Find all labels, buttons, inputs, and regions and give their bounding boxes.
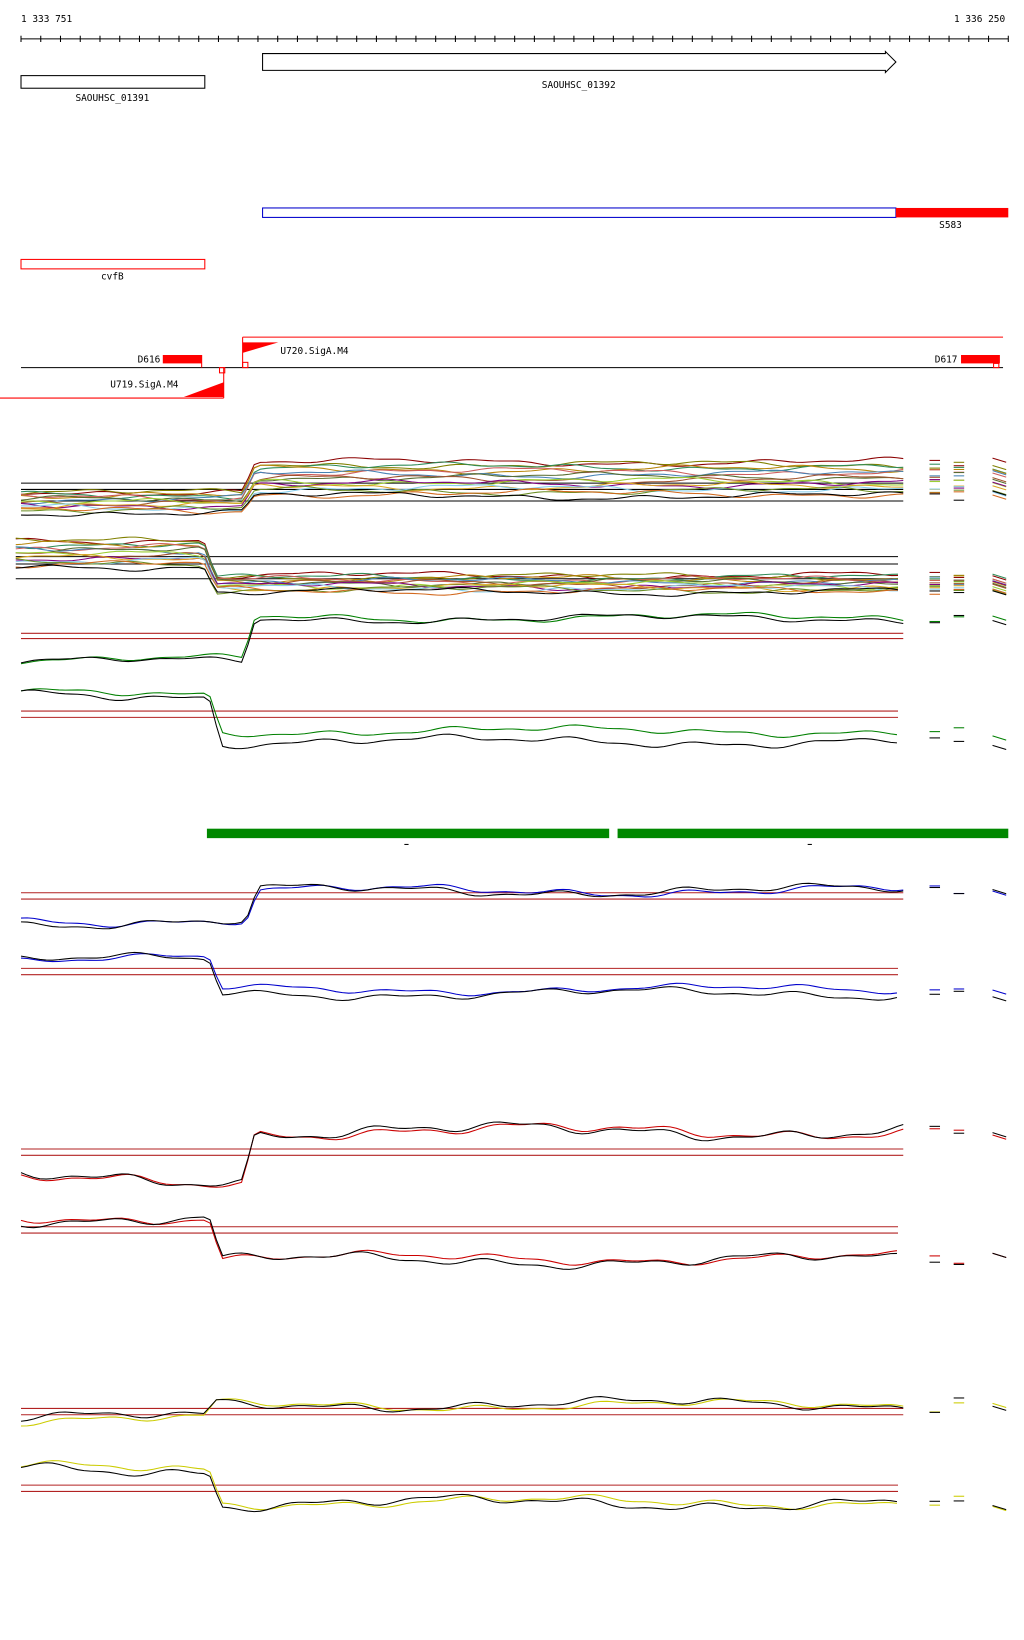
trace-fragment — [992, 1402, 1007, 1409]
expression-trace — [20, 471, 904, 503]
trace-fragment — [992, 586, 1007, 592]
trace-fragment — [992, 583, 1007, 589]
trace-fragment — [992, 1505, 1007, 1512]
expression-trace — [20, 460, 904, 496]
feature-box — [895, 207, 1009, 218]
trace-fragment — [992, 582, 1007, 588]
segment-bar — [617, 828, 1009, 839]
trace-fragment — [992, 491, 1007, 497]
expression-trace — [20, 1398, 904, 1427]
expression-trace — [20, 461, 904, 500]
trace-fragment — [992, 575, 1007, 581]
trace-fragment — [992, 494, 1007, 500]
expression-trace — [20, 491, 904, 517]
gene-box — [20, 75, 206, 89]
trace-fragment — [992, 457, 1007, 463]
expression-trace — [20, 1216, 897, 1270]
expression-trace — [20, 473, 904, 507]
expression-traces — [15, 456, 1007, 1513]
gene-arrow — [262, 50, 897, 74]
trace-fragment — [992, 468, 1007, 475]
promoter-mark — [242, 342, 279, 353]
trace-fragment — [992, 1134, 1007, 1140]
expression-trace — [20, 1396, 904, 1422]
ruler-start: 1 333 751 — [21, 14, 72, 25]
expression-trace — [20, 688, 898, 738]
trace-fragment — [992, 470, 1007, 476]
expression-trace — [15, 546, 899, 587]
expression-trace — [20, 488, 904, 515]
expression-trace — [20, 1460, 898, 1511]
trace-fragment — [992, 464, 1007, 471]
feature-box — [20, 258, 206, 270]
terminator-mark — [162, 355, 202, 364]
trace-fragment — [992, 472, 1007, 478]
trace-fragment — [992, 477, 1007, 483]
promoter-mark — [218, 367, 226, 374]
trace-fragment — [992, 589, 1007, 595]
expression-trace — [15, 564, 899, 597]
expression-trace — [20, 476, 904, 505]
segment-bar — [206, 828, 610, 839]
trace-fragment — [992, 1504, 1007, 1511]
promoter-label: U720.SigA.M4 — [280, 346, 349, 357]
terminator-label: D616 — [138, 354, 161, 365]
trace-fragment — [992, 485, 1007, 491]
promoter-mark — [183, 382, 224, 398]
expression-trace — [20, 1217, 898, 1266]
terminator-mark — [993, 362, 1000, 369]
feature-box — [262, 207, 897, 218]
expression-trace — [15, 558, 899, 595]
trace-fragment — [992, 889, 1007, 895]
expression-trace — [20, 953, 898, 997]
expression-trace — [21, 456, 904, 496]
terminator-mark — [961, 355, 1000, 364]
trace-fragment — [992, 590, 1007, 596]
expression-trace — [15, 546, 899, 588]
expression-trace — [20, 1462, 898, 1513]
trace-fragment — [992, 580, 1007, 586]
trace-fragment — [992, 744, 1007, 751]
ruler-ticks — [20, 35, 1009, 43]
promoter-mark — [242, 361, 249, 369]
promoter-label: U719.SigA.M4 — [110, 380, 179, 391]
expression-trace — [20, 951, 898, 1002]
trace-fragment — [992, 481, 1007, 487]
trace-fragment — [992, 578, 1007, 584]
feature-label: cvfB — [101, 271, 124, 282]
trace-fragment — [992, 890, 1007, 896]
trace-fragment — [992, 996, 1007, 1002]
browser-content: 1 333 751 1 336 250 SAOUHSC_01391 SAOUHS… — [0, 14, 1009, 1513]
gene-label: SAOUHSC_01392 — [542, 80, 616, 91]
trace-fragment — [992, 490, 1007, 496]
expression-trace — [20, 464, 904, 499]
trace-fragment — [992, 620, 1007, 626]
gene-label: SAOUHSC_01391 — [75, 93, 149, 104]
expression-trace — [15, 560, 899, 596]
trace-fragment — [992, 1252, 1007, 1258]
expression-trace — [20, 882, 904, 930]
trace-fragment — [992, 573, 1007, 579]
expression-trace — [21, 485, 904, 514]
expression-trace — [20, 613, 904, 664]
trace-fragment — [992, 478, 1007, 485]
trace-fragment — [992, 735, 1007, 741]
trace-fragment — [992, 581, 1007, 587]
expression-trace — [15, 551, 899, 590]
trace-fragment — [992, 1132, 1007, 1138]
expression-trace — [15, 540, 899, 585]
trace-fragment — [992, 989, 1007, 995]
trace-fragment — [992, 489, 1007, 496]
trace-fragment — [992, 1405, 1007, 1411]
ruler-end: 1 336 250 — [954, 14, 1005, 25]
feature-label: S583 — [939, 220, 962, 231]
expression-trace — [20, 1121, 904, 1187]
trace-fragment — [992, 588, 1007, 594]
expression-trace — [20, 689, 897, 750]
terminator-label: D617 — [935, 354, 958, 365]
trace-fragment — [992, 615, 1007, 621]
